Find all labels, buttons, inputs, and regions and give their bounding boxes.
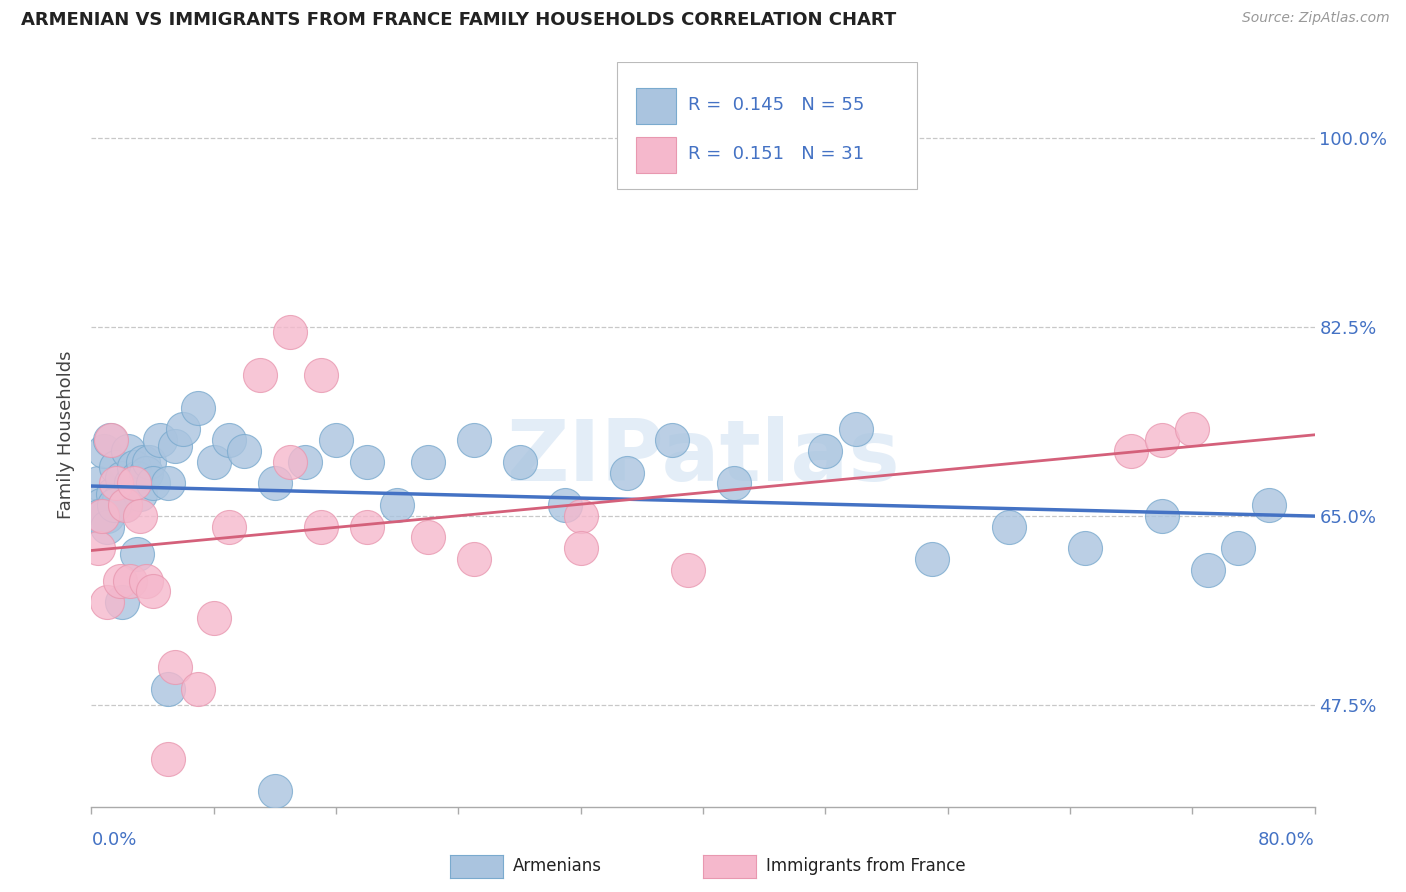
Point [616,466,638,480]
Point [96,595,118,609]
Point [356,519,378,533]
Text: R =  0.151   N = 31: R = 0.151 N = 31 [689,145,865,163]
Point [218,519,240,533]
Point [104,460,127,475]
Point [463,434,485,448]
Point [91,508,114,523]
Point [103,498,125,512]
Point [114,498,136,512]
Point [1150,508,1173,523]
Point [141,476,163,491]
Point [1150,434,1173,448]
Point [156,476,179,491]
Point [569,541,592,556]
Point [87,508,110,523]
FancyBboxPatch shape [636,137,676,173]
Point [98,434,121,448]
Text: ZIPatlas: ZIPatlas [506,416,900,499]
Point [1181,422,1204,436]
Point [187,401,209,415]
Point [569,508,592,523]
Point [554,498,576,512]
Point [202,455,225,469]
Point [325,434,347,448]
Point [998,519,1021,533]
Point [385,498,409,512]
Text: Armenians: Armenians [513,857,602,875]
Text: 80.0%: 80.0% [1258,831,1315,849]
Point [416,455,439,469]
FancyBboxPatch shape [636,87,676,123]
Point [309,519,332,533]
Point [463,552,485,566]
Point [101,487,124,501]
Point [149,434,172,448]
Point [218,434,240,448]
Point [264,476,287,491]
Point [921,552,943,566]
Point [1257,498,1279,512]
Point [1074,541,1097,556]
Point [122,476,145,491]
Point [845,422,868,436]
Point [356,455,378,469]
Point [156,681,179,696]
Point [249,368,271,383]
Text: Source: ZipAtlas.com: Source: ZipAtlas.com [1241,11,1389,25]
Point [96,508,118,523]
Point [723,476,745,491]
Point [661,434,683,448]
Point [135,466,157,480]
Point [676,563,699,577]
Point [233,444,256,458]
Text: ARMENIAN VS IMMIGRANTS FROM FRANCE FAMILY HOUSEHOLDS CORRELATION CHART: ARMENIAN VS IMMIGRANTS FROM FRANCE FAMIL… [21,11,897,29]
Point [138,455,160,469]
Point [90,498,112,512]
Point [132,455,155,469]
Point [416,530,439,544]
Point [129,487,152,501]
Point [165,660,187,674]
Point [108,492,131,507]
Point [122,460,145,475]
Point [104,476,127,491]
Point [156,752,179,766]
Point [86,476,108,491]
Text: 0.0%: 0.0% [91,831,136,849]
Point [111,595,134,609]
Point [96,519,118,533]
Point [141,584,163,599]
FancyBboxPatch shape [617,62,917,189]
Point [110,574,132,588]
Point [111,471,134,485]
Point [114,498,136,512]
Point [93,444,115,458]
Point [120,476,142,491]
Point [118,574,141,588]
Point [172,422,194,436]
Point [202,611,225,625]
Point [117,444,139,458]
Point [1197,563,1219,577]
Point [127,471,149,485]
Point [278,326,301,340]
Point [129,508,152,523]
Point [187,681,209,696]
Point [509,455,531,469]
Text: Immigrants from France: Immigrants from France [766,857,966,875]
Point [309,368,332,383]
Text: R =  0.145   N = 55: R = 0.145 N = 55 [689,96,865,114]
Point [135,574,157,588]
Y-axis label: Family Households: Family Households [58,351,76,519]
Point [1227,541,1250,556]
Point [264,784,287,798]
Point [294,455,316,469]
Point [278,455,301,469]
Point [86,541,108,556]
Point [165,439,187,453]
Point [127,547,149,561]
Point [100,434,122,448]
Point [814,444,837,458]
Point [1121,444,1143,458]
